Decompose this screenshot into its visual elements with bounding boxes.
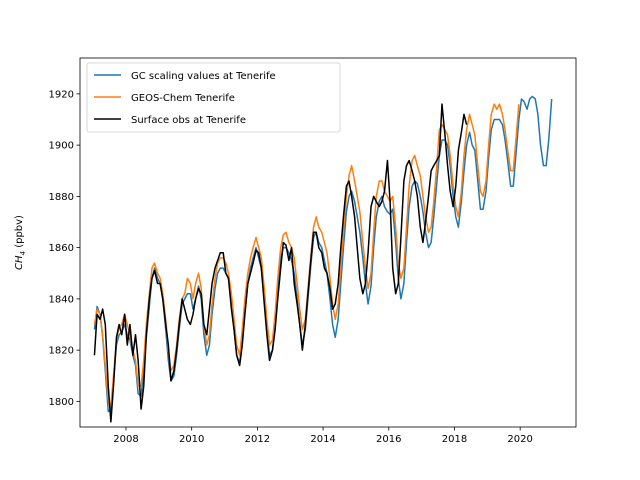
x-tick-label: 2016 — [376, 434, 401, 445]
legend-label-2: Surface obs at Tenerife — [131, 115, 246, 126]
y-tick-label: 1880 — [49, 192, 74, 203]
y-tick-label: 1840 — [49, 294, 74, 305]
y-tick-label: 1800 — [49, 397, 74, 408]
y-axis-label-suffix: (ppbv) — [14, 215, 25, 251]
legend: GC scaling values at Tenerife GEOS-Chem T… — [87, 63, 340, 132]
x-tick-label: 2014 — [310, 434, 335, 445]
legend-label-1: GEOS-Chem Tenerife — [131, 93, 235, 104]
y-axis-label-prefix: CH — [14, 255, 25, 270]
y-tick-label: 1820 — [49, 346, 74, 357]
y-tick-label: 1860 — [49, 243, 74, 254]
y-tick-label: 1900 — [49, 141, 74, 152]
x-tick-label: 2010 — [179, 434, 204, 445]
legend-label-0: GC scaling values at Tenerife — [131, 71, 276, 82]
x-tick-label: 2020 — [507, 434, 532, 445]
x-tick-label: 2012 — [245, 434, 270, 445]
x-tick-label: 2008 — [113, 434, 138, 445]
y-tick-label: 1920 — [49, 89, 74, 100]
x-tick-label: 2018 — [442, 434, 467, 445]
